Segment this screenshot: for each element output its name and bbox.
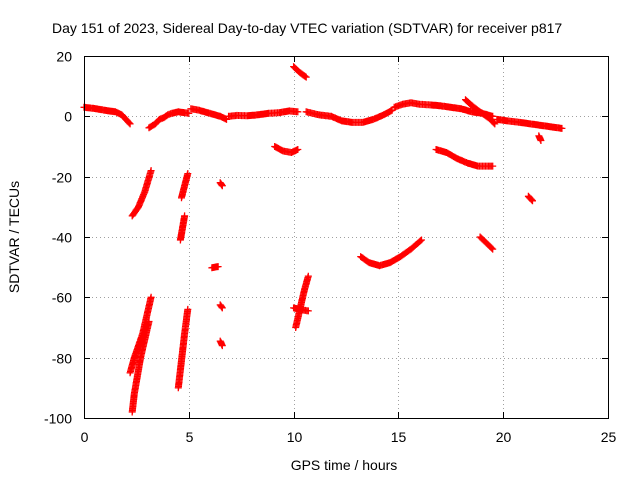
y-tick-label: -100 — [44, 411, 72, 427]
data-point-markers — [432, 146, 497, 170]
data-point-markers — [225, 107, 302, 120]
data-series — [302, 106, 396, 126]
data-point-markers — [271, 143, 302, 156]
data-series — [535, 132, 545, 144]
data-point-markers — [128, 318, 153, 416]
data-point-markers — [128, 167, 155, 220]
data-series — [80, 103, 134, 128]
data-point-markers — [462, 96, 499, 128]
data-point-markers — [187, 105, 230, 123]
chart-title: Day 151 of 2023, Sidereal Day-to-day VTE… — [52, 20, 562, 36]
data-layer — [80, 63, 566, 416]
data-point-markers — [476, 233, 497, 253]
data-series — [216, 337, 226, 350]
data-series — [178, 170, 192, 202]
x-tick-label: 0 — [81, 429, 89, 445]
y-axis-label: SDTVAR / TECUs — [6, 181, 22, 293]
y-tick-label: -20 — [52, 170, 72, 186]
y-tick-label: -60 — [52, 290, 72, 306]
x-tick-label: 5 — [186, 429, 194, 445]
y-tick-label: -40 — [52, 230, 72, 246]
data-series — [225, 107, 302, 120]
data-point-markers — [290, 63, 310, 81]
data-point-markers — [357, 236, 425, 270]
data-series — [462, 96, 499, 128]
data-series — [208, 263, 222, 272]
data-point-markers — [80, 103, 134, 128]
data-point-markers — [535, 132, 545, 144]
x-tick-label: 10 — [287, 429, 303, 445]
data-point-markers — [216, 301, 226, 312]
y-tick-label: -80 — [52, 351, 72, 367]
data-series — [271, 143, 302, 156]
data-series — [292, 272, 312, 331]
data-series — [145, 108, 193, 132]
data-series — [493, 115, 566, 132]
y-tick-label: 0 — [64, 109, 72, 125]
x-axis-label: GPS time / hours — [291, 457, 398, 473]
data-series — [290, 63, 310, 81]
y-tick-label: 20 — [56, 49, 72, 65]
data-series — [216, 301, 226, 312]
data-point-markers — [292, 272, 312, 331]
data-point-markers — [524, 192, 536, 205]
data-series — [216, 179, 226, 190]
plot-frame — [84, 56, 609, 419]
data-point-markers — [176, 212, 189, 244]
data-series — [357, 236, 425, 270]
x-tick-label: 20 — [496, 429, 512, 445]
data-point-markers — [208, 263, 222, 272]
data-point-markers — [178, 170, 192, 202]
data-series — [187, 105, 230, 123]
data-point-markers — [302, 106, 396, 126]
data-series — [176, 212, 189, 244]
data-point-markers — [174, 305, 192, 392]
x-tick-label: 25 — [601, 429, 617, 445]
x-tick-label: 15 — [391, 429, 407, 445]
data-series — [432, 146, 497, 170]
data-series — [524, 192, 536, 205]
data-point-markers — [290, 304, 312, 315]
data-series — [128, 167, 155, 220]
data-point-markers — [216, 179, 226, 190]
data-point-markers — [493, 115, 566, 132]
grid-layer — [84, 56, 608, 418]
data-series — [128, 318, 153, 416]
data-point-markers — [216, 337, 226, 350]
axis-layer: 0 5 10 15 20 25 -100 -80 -60 -40 -20 0 20 — [44, 49, 617, 446]
data-series — [290, 304, 312, 315]
data-point-markers — [145, 108, 193, 132]
data-series — [476, 233, 497, 253]
data-series — [174, 305, 192, 392]
